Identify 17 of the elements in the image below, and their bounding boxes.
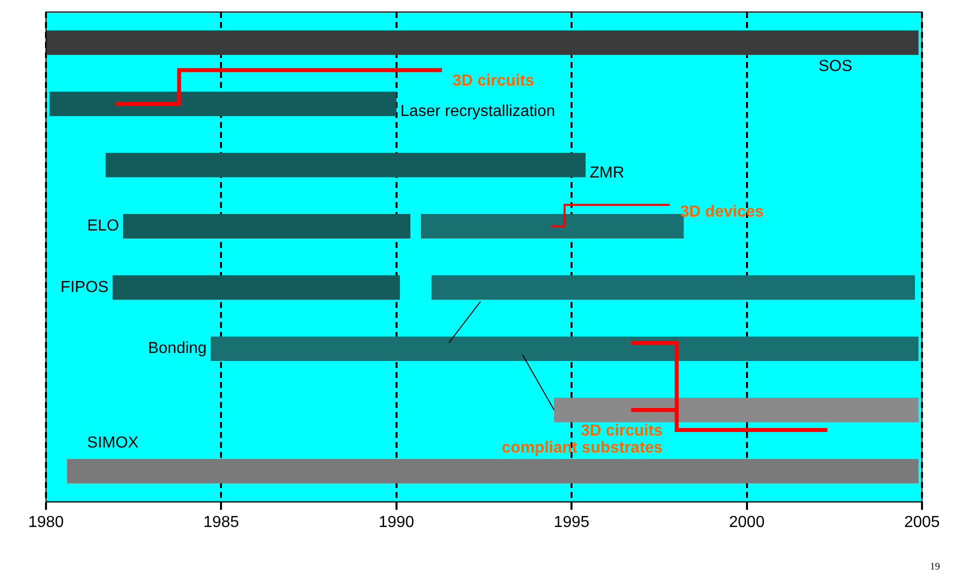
y-tick-label: ELO <box>87 218 120 235</box>
text: 19 <box>930 562 940 573</box>
x-tick-label: 1995 <box>554 514 590 531</box>
x-tick-label: 1990 <box>378 514 414 531</box>
x-tick-label: 2005 <box>904 514 940 531</box>
annotation: 3D circuits <box>452 72 534 90</box>
y-tick-label: SOS <box>818 58 852 76</box>
y-tick-label: Bonding <box>148 340 207 358</box>
y-tick-label: Laser recrystallization <box>400 103 556 120</box>
annotation: 3D circuits compliant substrates <box>502 422 663 456</box>
y-tick-label: ZMR <box>590 164 624 182</box>
x-tick-label: 1985 <box>203 514 240 531</box>
x-tick-label: 2000 <box>729 514 765 531</box>
y-tick-label: FIPOS <box>60 278 109 296</box>
x-tick-label: 1980 <box>28 514 64 531</box>
y-tick-label: SIMOX <box>87 434 139 452</box>
annotation: 3D devices <box>680 204 764 221</box>
